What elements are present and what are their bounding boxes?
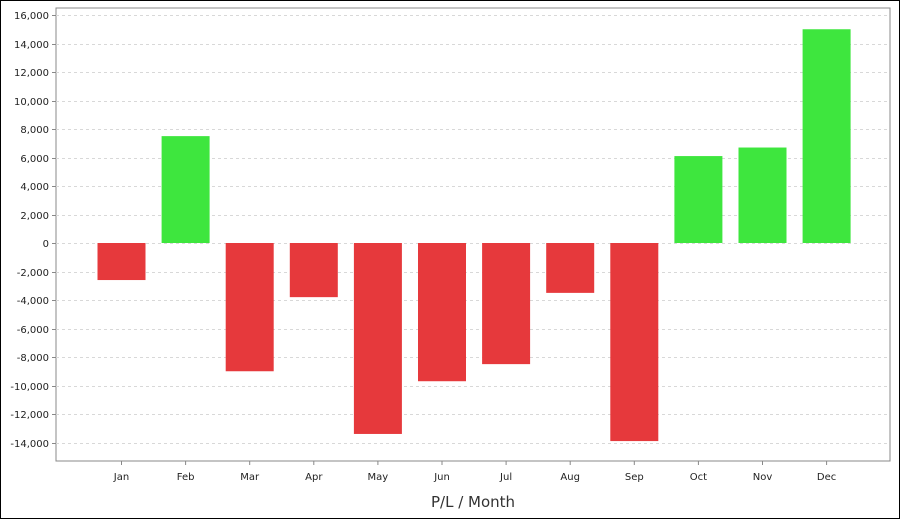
y-tick-label: 16,000 [14, 11, 49, 22]
bar-sep [610, 243, 659, 442]
bar-may [353, 243, 402, 434]
grid-lines [56, 15, 890, 444]
bars [97, 29, 851, 442]
y-tick-label: 14,000 [14, 40, 49, 51]
y-tick-label: 2,000 [20, 211, 49, 222]
x-tick-label: May [368, 472, 389, 483]
x-tick-label: Dec [817, 472, 836, 483]
bar-mar [225, 243, 274, 372]
x-tick-label: Jan [113, 472, 129, 483]
y-tick-label: -10,000 [10, 382, 49, 393]
bar-oct [674, 156, 723, 243]
y-tick-label: -6,000 [17, 325, 49, 336]
y-axis-ticks: 16,000 14,000 12,000 10,000 8,000 6,000 4,000 2… [10, 11, 56, 450]
y-tick-label: -12,000 [10, 410, 49, 421]
y-tick-label: 4,000 [20, 182, 49, 193]
x-tick-label: Aug [560, 472, 580, 483]
bar-apr [289, 243, 338, 298]
bar-aug [546, 243, 595, 293]
bar-jan [97, 243, 146, 281]
y-tick-label: -4,000 [17, 296, 49, 307]
y-tick-label: 8,000 [20, 125, 49, 136]
x-tick-label: Sep [625, 472, 644, 483]
y-tick-label: 0 [43, 239, 49, 250]
y-tick-label: 10,000 [14, 97, 49, 108]
bar-nov [738, 147, 787, 243]
y-tick-label: 12,000 [14, 68, 49, 79]
x-tick-label: Feb [177, 472, 195, 483]
x-tick-label: Apr [305, 472, 323, 483]
x-tick-label: Jul [499, 472, 512, 483]
y-tick-label: -8,000 [17, 353, 49, 364]
x-tick-label: Nov [753, 472, 773, 483]
bar-jul [482, 243, 531, 365]
x-tick-label: Oct [690, 472, 707, 483]
x-tick-label: Mar [240, 472, 260, 483]
x-axis-ticks: Jan Feb Mar Apr May Jun Jul Aug Sep Oct Nov Dec [113, 461, 836, 483]
x-axis-label: P/L / Month [431, 493, 515, 511]
x-tick-label: Jun [433, 472, 450, 483]
bar-dec [802, 29, 851, 243]
bar-feb [161, 136, 210, 243]
y-tick-label: 6,000 [20, 154, 49, 165]
y-tick-label: -14,000 [10, 439, 49, 450]
y-tick-label: -2,000 [17, 268, 49, 279]
bar-jun [418, 243, 466, 382]
